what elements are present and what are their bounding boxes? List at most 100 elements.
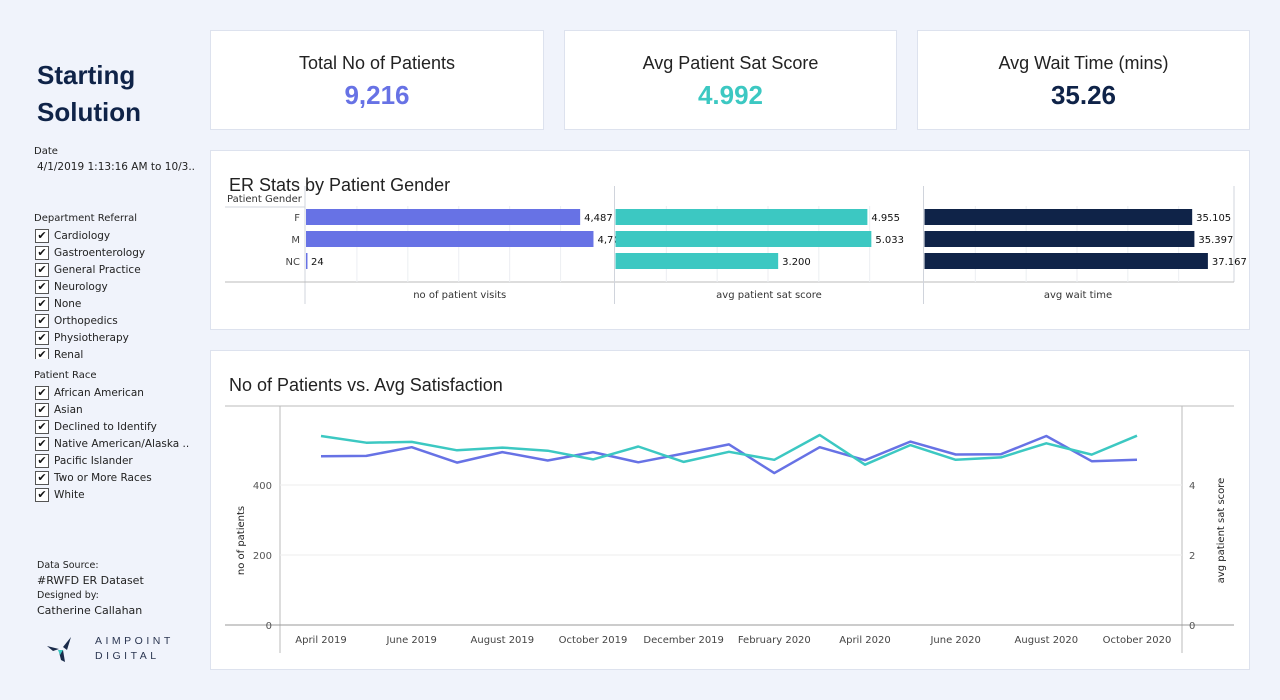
series-axis-label: avg patient sat score (716, 290, 822, 301)
department-option[interactable]: ✔ None (35, 295, 145, 312)
aimpoint-logo-text: AIMPOINT DIGITAL (95, 634, 174, 664)
checkbox-checked-icon[interactable]: ✔ (35, 487, 49, 502)
checkbox-checked-icon[interactable]: ✔ (35, 279, 49, 294)
series-axis-label: avg wait time (1044, 290, 1112, 301)
checkbox-checked-icon[interactable]: ✔ (35, 245, 49, 260)
bar-value-label: 24 (311, 257, 324, 268)
race-option[interactable]: ✔ Two or More Races (35, 469, 189, 486)
race-option[interactable]: ✔ Declined to Identify (35, 418, 189, 435)
department-option-label: General Practice (54, 263, 141, 276)
department-option-label: Neurology (54, 280, 108, 293)
series-axis-label: no of patient visits (413, 290, 506, 301)
bar (306, 209, 581, 225)
bar-value-label: 37.167 (1212, 257, 1247, 268)
checkbox-checked-icon[interactable]: ✔ (35, 262, 49, 277)
bar-value-label: 4.955 (871, 213, 900, 224)
checkbox-checked-icon[interactable]: ✔ (35, 313, 49, 328)
race-option[interactable]: ✔ Asian (35, 401, 189, 418)
checkbox-checked-icon[interactable]: ✔ (35, 228, 49, 243)
series-line (320, 434, 1138, 475)
y-right-tick-label: 2 (1189, 551, 1195, 562)
date-range-filter[interactable]: 4/1/2019 1:13:16 AM to 10/3.. (37, 161, 196, 173)
series-line (320, 433, 1138, 466)
credits: Data Source: #RWFD ER Dataset Designed b… (37, 558, 144, 618)
department-option[interactable]: ✔ Cardiology (35, 227, 145, 244)
bar (924, 209, 1193, 225)
row-header-label: Patient Gender (227, 194, 303, 205)
department-option-label: Renal (54, 348, 84, 360)
x-tick-label: April 2020 (839, 635, 890, 646)
checkbox-checked-icon[interactable]: ✔ (35, 347, 49, 359)
x-tick-label: June 2019 (385, 635, 436, 646)
x-tick-label: August 2019 (471, 635, 535, 646)
x-tick-label: October 2019 (559, 635, 628, 646)
title-line-2: Solution (37, 97, 141, 127)
race-option-label: Declined to Identify (54, 420, 157, 433)
trend-panel: No of Patients vs. Avg Satisfaction 0 200… (210, 350, 1250, 670)
department-filter-list: ✔ Cardiology ✔ Gastroenterology ✔ General Pra… (35, 227, 145, 359)
data-source: #RWFD ER Dataset (37, 574, 144, 587)
department-option-label: Orthopedics (54, 314, 118, 327)
race-option[interactable]: ✔ White (35, 486, 189, 503)
bar-value-label: 4,487 (584, 213, 613, 224)
gender-stats-panel: ER Stats by Patient Gender Patient Gende… (210, 150, 1250, 330)
trend-line-chart: 0 200 400 0 2 4 no of patients avg patient sat … (225, 405, 1234, 653)
bar (924, 253, 1208, 269)
department-option[interactable]: ✔ Renal (35, 346, 145, 359)
race-option-label: Asian (54, 403, 83, 416)
checkbox-checked-icon[interactable]: ✔ (35, 436, 49, 451)
race-option-label: Pacific Islander (54, 454, 133, 467)
bar-value-label: 35.397 (1198, 235, 1233, 246)
department-option-label: Physiotherapy (54, 331, 129, 344)
data-source-label: Data Source: (37, 560, 99, 571)
department-option[interactable]: ✔ Gastroenterology (35, 244, 145, 261)
bar (615, 209, 868, 225)
department-option[interactable]: ✔ Orthopedics (35, 312, 145, 329)
trend-panel-title: No of Patients vs. Avg Satisfaction (229, 375, 503, 395)
designed-by-label: Designed by: (37, 590, 99, 601)
checkbox-checked-icon[interactable]: ✔ (35, 330, 49, 345)
race-option[interactable]: ✔ Native American/Alaska .. (35, 435, 189, 452)
aimpoint-logo: AIMPOINT DIGITAL (45, 634, 174, 664)
logo-line-2: DIGITAL (95, 650, 160, 662)
x-tick-label: August 2020 (1015, 635, 1079, 646)
designer-name: Catherine Callahan (37, 604, 143, 617)
bar (615, 253, 779, 269)
bar-value-label: 3.200 (782, 257, 811, 268)
checkbox-checked-icon[interactable]: ✔ (35, 296, 49, 311)
category-label: M (291, 235, 300, 246)
department-filter-label: Department Referral (34, 213, 137, 224)
department-option[interactable]: ✔ Physiotherapy (35, 329, 145, 346)
kpi-title: Avg Wait Time (mins) (998, 53, 1169, 73)
x-tick-label: June 2020 (929, 635, 980, 646)
race-option[interactable]: ✔ Pacific Islander (35, 452, 189, 469)
checkbox-checked-icon[interactable]: ✔ (35, 385, 49, 400)
bar (924, 231, 1195, 247)
y-right-axis-title: avg patient sat score (1216, 478, 1227, 584)
department-option-label: None (54, 297, 82, 310)
kpi-value: 9,216 (344, 80, 410, 110)
checkbox-checked-icon[interactable]: ✔ (35, 453, 49, 468)
aimpoint-logo-icon (47, 637, 71, 662)
kpi-total-patients: Total No of Patients 9,216 (210, 30, 544, 130)
gender-panel-title: ER Stats by Patient Gender (229, 175, 451, 195)
checkbox-checked-icon[interactable]: ✔ (35, 402, 49, 417)
department-option[interactable]: ✔ Neurology (35, 278, 145, 295)
kpi-title: Total No of Patients (298, 53, 456, 73)
logo-line-1: AIMPOINT (95, 635, 174, 647)
department-option-label: Gastroenterology (54, 246, 146, 259)
checkbox-checked-icon[interactable]: ✔ (35, 419, 49, 434)
race-option-label: White (54, 488, 85, 501)
bar-value-label: 5.033 (875, 235, 904, 246)
y-left-axis-title: no of patients (236, 506, 247, 575)
race-option[interactable]: ✔ African American (35, 384, 189, 401)
dashboard-title: Starting Solution (37, 57, 141, 131)
date-filter-label: Date (34, 146, 58, 157)
bar (306, 231, 594, 247)
race-option-label: Two or More Races (54, 471, 152, 484)
sidebar: Starting Solution Date 4/1/2019 1:13:16 … (0, 0, 200, 700)
kpi-title: Avg Patient Sat Score (642, 53, 819, 73)
checkbox-checked-icon[interactable]: ✔ (35, 470, 49, 485)
race-option-label: Native American/Alaska .. (54, 437, 190, 450)
department-option[interactable]: ✔ General Practice (35, 261, 145, 278)
